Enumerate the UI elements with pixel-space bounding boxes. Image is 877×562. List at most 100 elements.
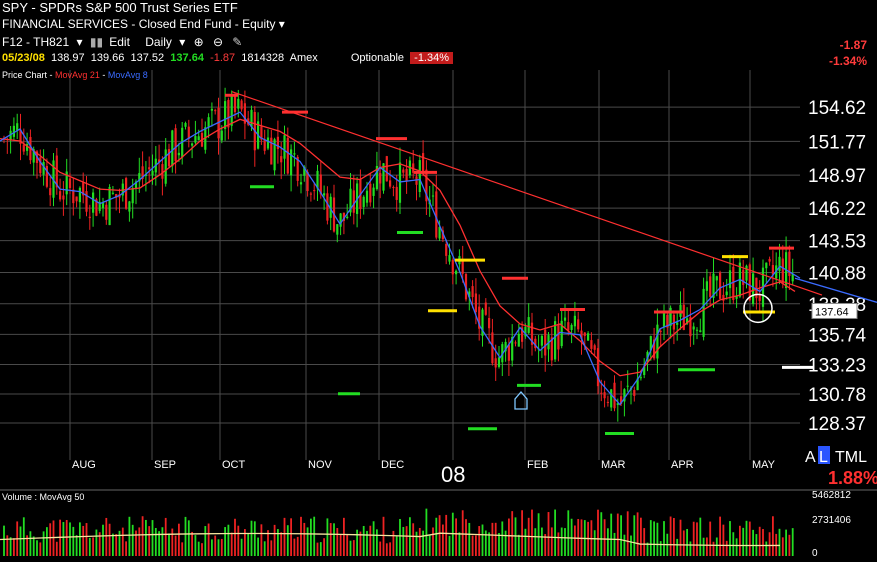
volume-bar bbox=[679, 519, 682, 556]
volume-bar bbox=[544, 534, 547, 556]
al-label: A bbox=[805, 449, 816, 466]
industry-subtitle[interactable]: FINANCIAL SERVICES - Closed End Fund - E… bbox=[2, 17, 285, 31]
price-candle bbox=[646, 351, 649, 361]
y-tick-label: 135.74 bbox=[808, 325, 867, 346]
price-candle bbox=[596, 348, 600, 387]
price-candle bbox=[250, 109, 253, 127]
price-candle bbox=[689, 317, 692, 337]
volume-bar bbox=[725, 540, 728, 556]
price-candle bbox=[534, 338, 537, 349]
volume-bar bbox=[692, 521, 695, 556]
volume-bar bbox=[547, 512, 550, 556]
price-candle bbox=[563, 317, 567, 321]
volume-bar bbox=[758, 526, 761, 556]
volume-bar bbox=[369, 525, 372, 556]
volume-bar bbox=[402, 526, 405, 556]
price-candle bbox=[461, 261, 464, 274]
chevron-down-icon[interactable]: ▾ bbox=[278, 17, 285, 31]
volume-bar bbox=[610, 513, 613, 556]
price-candle bbox=[484, 302, 487, 315]
volume-bar bbox=[778, 528, 781, 556]
price-candle bbox=[511, 336, 514, 361]
ma8-line-extension bbox=[794, 277, 877, 303]
price-candle bbox=[385, 156, 388, 182]
volume-bar bbox=[574, 525, 576, 556]
price-candle bbox=[554, 321, 557, 360]
price-candle bbox=[778, 256, 781, 272]
price-candle bbox=[504, 341, 507, 352]
volume-bar bbox=[399, 518, 401, 556]
quote-exchange: Amex bbox=[289, 52, 318, 64]
price-candle bbox=[709, 276, 712, 297]
right-change: -1.87 bbox=[839, 38, 867, 52]
price-candle bbox=[616, 403, 619, 405]
volume-bar bbox=[240, 538, 243, 556]
optionable-label: Optionable bbox=[350, 52, 405, 64]
volume-bar bbox=[36, 540, 38, 556]
volume-bar bbox=[72, 526, 75, 556]
keys-label[interactable]: F12 - TH821 bbox=[2, 35, 70, 49]
chevron-down-icon[interactable]: ▾ bbox=[76, 35, 83, 49]
price-candle bbox=[207, 117, 210, 128]
price-candle bbox=[468, 291, 471, 298]
price-candle bbox=[243, 103, 246, 124]
volume-bar bbox=[702, 537, 705, 556]
volume-bar bbox=[481, 524, 484, 556]
period-select[interactable]: Daily bbox=[145, 35, 172, 49]
chevron-down-icon[interactable]: ▾ bbox=[179, 35, 186, 49]
al-label-l: L bbox=[819, 449, 828, 466]
price-candle bbox=[481, 309, 484, 336]
volume-bar bbox=[554, 509, 556, 556]
volume-bar bbox=[148, 526, 151, 556]
volume-bar bbox=[531, 509, 533, 556]
volume-bar bbox=[785, 529, 787, 556]
volume-bar bbox=[653, 521, 655, 556]
price-candle bbox=[620, 396, 623, 404]
zoom-in-icon[interactable]: ⊕ bbox=[193, 35, 204, 49]
volume-bar bbox=[498, 532, 500, 556]
price-candle bbox=[372, 187, 375, 196]
volume-bar bbox=[32, 536, 35, 556]
volume-bar bbox=[277, 529, 279, 556]
quote-date: 05/23/08 bbox=[2, 52, 45, 64]
volume-bar bbox=[356, 529, 358, 556]
industry-label: FINANCIAL SERVICES - Closed End Fund - E… bbox=[2, 17, 276, 31]
volume-bar bbox=[656, 522, 659, 556]
volume-bar bbox=[108, 523, 111, 556]
zoom-out-icon[interactable]: ⊖ bbox=[212, 35, 224, 49]
price-candle bbox=[728, 270, 732, 289]
price-candle bbox=[765, 262, 768, 269]
volume-bar bbox=[616, 513, 619, 556]
resistance-trendline bbox=[231, 91, 823, 296]
pencil-icon[interactable]: ✎ bbox=[232, 35, 243, 49]
price-candle bbox=[725, 291, 728, 296]
volume-bar bbox=[748, 521, 751, 556]
price-candle bbox=[438, 226, 441, 239]
price-candle bbox=[431, 195, 435, 197]
price-candle bbox=[177, 152, 180, 156]
price-candle bbox=[752, 273, 755, 304]
price-candle bbox=[128, 201, 131, 212]
volume-bar bbox=[49, 523, 52, 556]
price-candle bbox=[68, 178, 72, 189]
volume-bar bbox=[742, 527, 745, 556]
volume-bar bbox=[521, 510, 523, 556]
volume-bar bbox=[42, 531, 45, 556]
price-candle bbox=[263, 139, 266, 151]
price-candle bbox=[626, 385, 629, 387]
volume-bar bbox=[267, 530, 269, 556]
volume-bar bbox=[13, 538, 15, 556]
price-candle bbox=[580, 330, 583, 339]
bar-icon[interactable]: ▮▮ bbox=[89, 35, 104, 49]
volume-bar bbox=[217, 539, 220, 556]
price-candle bbox=[299, 182, 303, 185]
volume-bar bbox=[445, 514, 448, 556]
volume-bar bbox=[636, 512, 639, 556]
price-candle bbox=[570, 324, 573, 331]
edit-button[interactable]: Edit bbox=[109, 35, 130, 49]
price-candle bbox=[329, 196, 332, 218]
price-candle bbox=[72, 189, 75, 204]
price-candle bbox=[435, 191, 438, 238]
y-tick-label: 128.37 bbox=[808, 414, 866, 435]
